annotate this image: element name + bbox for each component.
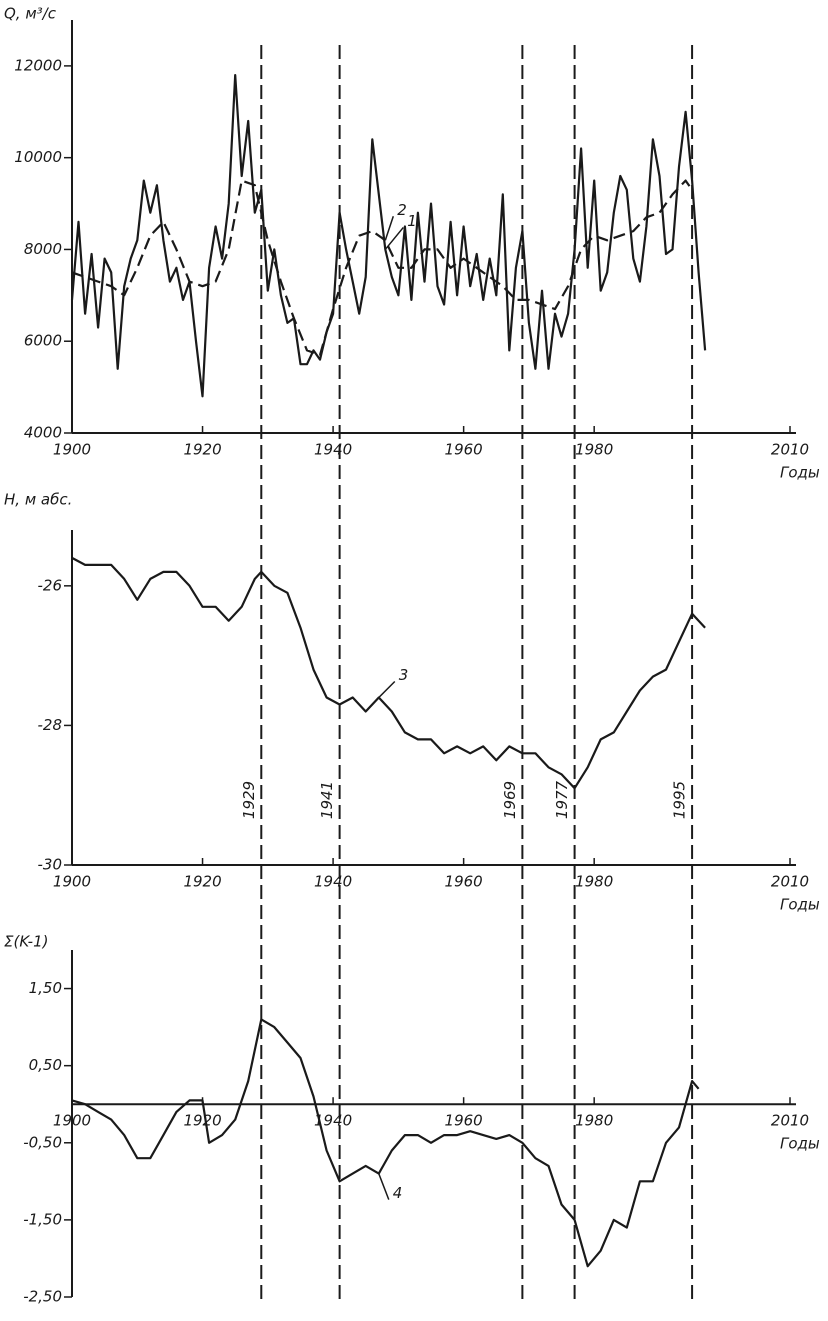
- reference-label: 1929: [240, 781, 258, 819]
- reference-label: 1977: [553, 780, 571, 819]
- y-axis-label: H, м абс.: [4, 491, 72, 509]
- y-axis-label: Q, м³/с: [4, 5, 57, 23]
- x-tick-label: 2010: [771, 1112, 809, 1130]
- x-tick-label: 1980: [575, 873, 613, 891]
- series-label: 4: [393, 1184, 403, 1202]
- y-tick-label: 1,50: [29, 979, 62, 997]
- series-line: [71, 179, 693, 357]
- x-tick-label: 1960: [445, 1112, 483, 1130]
- series-line: [71, 1018, 700, 1268]
- label-leader: [384, 216, 395, 241]
- x-tick-label: 1920: [183, 1112, 221, 1130]
- reference-label: 1995: [671, 781, 689, 819]
- x-tick-label: 1940: [314, 441, 352, 459]
- x-tick-label: 1940: [314, 873, 352, 891]
- x-axis-label: Годы: [780, 896, 820, 914]
- x-tick-label: 1920: [183, 873, 221, 891]
- x-tick-label: 1980: [575, 1112, 613, 1130]
- series-label: 1: [407, 212, 417, 230]
- y-tick-label: -28: [38, 716, 63, 734]
- y-axis-label: Σ(K-1): [4, 933, 48, 951]
- x-tick-label: 1980: [575, 441, 613, 459]
- x-tick-label: 1900: [53, 1112, 91, 1130]
- x-tick-label: 1900: [53, 873, 91, 891]
- y-tick-label: 12000: [14, 56, 62, 74]
- reference-label: 1941: [318, 781, 336, 819]
- x-tick-label: 2010: [771, 441, 809, 459]
- series-line: [71, 556, 706, 790]
- y-tick-label: -26: [38, 576, 63, 594]
- y-tick-label: 0,50: [29, 1056, 62, 1074]
- x-tick-label: 2010: [771, 873, 809, 891]
- x-axis-label: Годы: [780, 1135, 820, 1153]
- x-tick-label: 1960: [445, 873, 483, 891]
- label-leader: [378, 1173, 390, 1200]
- y-tick-label: -2,50: [23, 1288, 62, 1306]
- label-leader: [378, 680, 396, 699]
- reference-label: 1969: [501, 781, 519, 819]
- y-tick-label: -0,50: [23, 1133, 62, 1151]
- x-tick-label: 1960: [445, 441, 483, 459]
- x-tick-label: 1940: [314, 1112, 352, 1130]
- x-tick-label: 1920: [183, 441, 221, 459]
- y-tick-label: 10000: [14, 148, 62, 166]
- x-axis-label: Годы: [780, 464, 820, 482]
- series-label: 2: [397, 201, 407, 219]
- y-tick-label: 4000: [24, 424, 62, 442]
- y-tick-label: -30: [38, 856, 63, 874]
- y-tick-label: -1,50: [23, 1210, 62, 1228]
- y-tick-label: 6000: [24, 332, 62, 350]
- y-tick-label: 8000: [24, 240, 62, 258]
- x-tick-label: 1900: [53, 441, 91, 459]
- series-line: [70, 74, 707, 398]
- series-label: 3: [399, 666, 409, 684]
